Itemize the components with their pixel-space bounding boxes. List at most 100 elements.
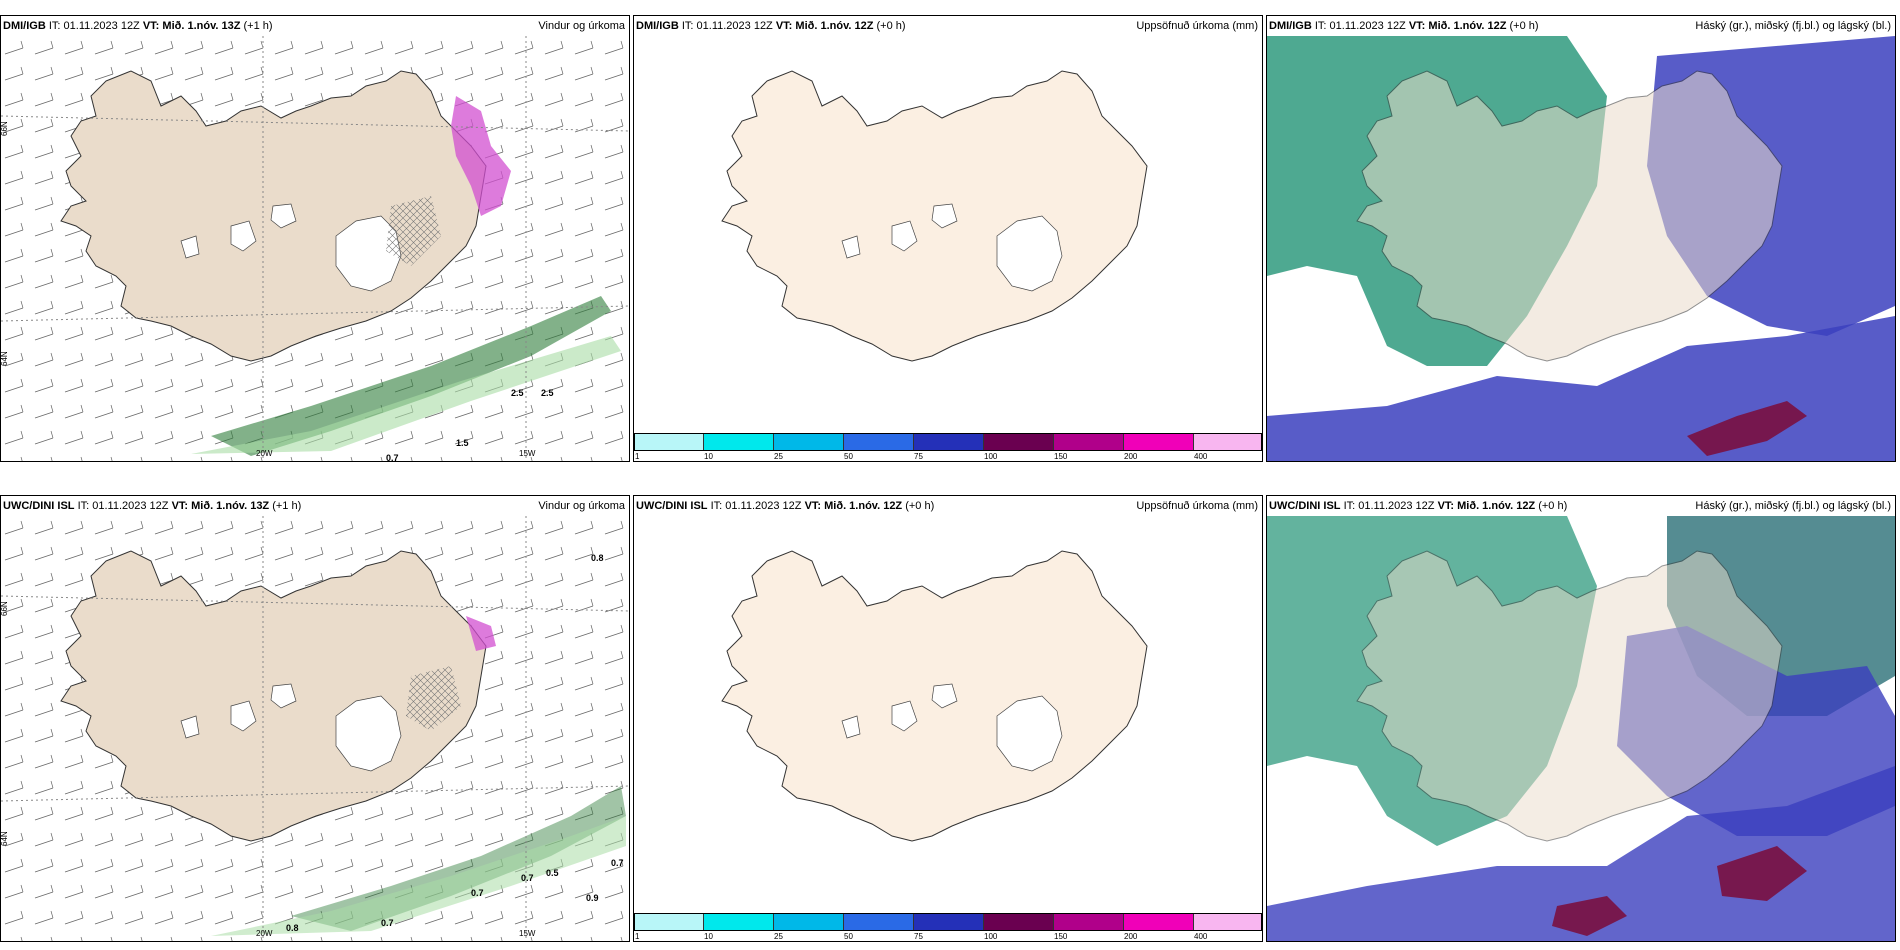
colorbar-swatch	[634, 433, 704, 451]
panel-title: Uppsöfnuð úrkoma (mm)	[1136, 20, 1258, 32]
colorbar-swatch	[774, 913, 844, 931]
colorbar-label: 150	[1054, 932, 1068, 941]
colorbar-swatch	[634, 913, 704, 931]
it-label: IT:	[1343, 500, 1356, 512]
panel-header: UWC/DINI ISL IT: 01.11.2023 12Z VT: Mið.…	[1267, 496, 1895, 516]
precip-pink-area	[451, 96, 511, 216]
colorbar-swatch	[844, 433, 914, 451]
lead-time: (+0 h)	[876, 20, 906, 32]
vt-value: Mið. 1.nóv. 12Z	[1457, 500, 1536, 512]
vt-label: VT:	[1437, 500, 1455, 512]
colorbar-swatch	[984, 433, 1054, 451]
it-value: 01.11.2023 12Z	[63, 20, 140, 32]
colorbar-swatch	[914, 913, 984, 931]
label-lon-20: 20W	[256, 929, 273, 938]
model-name: UWC/DINI ISL	[636, 500, 708, 512]
precip-value-label: 0.9	[586, 893, 599, 903]
it-label: IT:	[77, 500, 90, 512]
vt-label: VT:	[775, 20, 793, 32]
colorbar-swatch	[1054, 913, 1124, 931]
it-label: IT:	[48, 20, 61, 32]
model-name: DMI/IGB	[1269, 20, 1312, 32]
it-value: 01.11.2023 12Z	[696, 20, 773, 32]
vt-value: Mið. 1.nóv. 12Z	[1428, 20, 1507, 32]
colorbar-swatch	[914, 433, 984, 451]
colorbar-label: 400	[1194, 932, 1208, 941]
colorbar-label: 1	[635, 932, 640, 941]
panel-cloud-uwc: UWC/DINI ISL IT: 01.11.2023 12Z VT: Mið.…	[1266, 495, 1896, 942]
label-lon-15: 15W	[519, 449, 536, 458]
wind-precip-map: 66N 64N 20W 15W 0.8 0.7 0.8 0.7 0.7 0.5 …	[1, 516, 629, 941]
precip-green-band	[211, 296, 611, 456]
panel-title: Háský (gr.), miðský (fj.bl.) og lágský (…	[1695, 500, 1891, 512]
colorbar-label: 50	[844, 452, 853, 461]
precip-value-label: 1.5	[456, 438, 469, 448]
panel-title: Háský (gr.), miðský (fj.bl.) og lágský (…	[1695, 20, 1891, 32]
panel-header: DMI/IGB IT: 01.11.2023 12Z VT: Mið. 1.nó…	[1267, 16, 1895, 36]
model-name: UWC/DINI ISL	[3, 500, 75, 512]
label-lat-66: 66N	[1, 121, 9, 136]
colorbar-swatch	[1124, 433, 1194, 451]
low-cloud-area	[1717, 846, 1807, 901]
colorbar-swatch	[844, 913, 914, 931]
it-value: 01.11.2023 12Z	[1329, 20, 1406, 32]
cloud-cover-map	[1267, 516, 1895, 941]
precip-value-label: 2.5	[541, 388, 554, 398]
panel-wind-dmi: DMI/IGB IT: 01.11.2023 12Z VT: Mið. 1.nó…	[0, 15, 630, 462]
lead-time: (+0 h)	[1509, 20, 1539, 32]
panel-title: Vindur og úrkoma	[538, 20, 625, 32]
vt-value: Mið. 1.nóv. 12Z	[824, 500, 903, 512]
vt-label: VT:	[171, 500, 189, 512]
hatched-precip-area	[406, 666, 461, 731]
colorbar-label: 75	[914, 932, 923, 941]
label-lon-15: 15W	[519, 929, 536, 938]
colorbar-label: 1	[635, 452, 640, 461]
panel-cloud-dmi: DMI/IGB IT: 01.11.2023 12Z VT: Mið. 1.nó…	[1266, 15, 1896, 462]
it-value: 01.11.2023 12Z	[1358, 500, 1435, 512]
colorbar-frame	[634, 913, 1262, 931]
precip-value-label: 2.5	[511, 388, 524, 398]
colorbar-swatch	[704, 433, 774, 451]
colorbar-frame	[634, 433, 1262, 451]
precip-pink-area	[466, 616, 496, 651]
lead-time: (+1 h)	[243, 20, 273, 32]
precip-value-label: 0.7	[381, 918, 394, 928]
colorbar-label: 100	[984, 932, 998, 941]
panel-header: DMI/IGB IT: 01.11.2023 12Z VT: Mið. 1.nó…	[634, 16, 1262, 36]
it-value: 01.11.2023 12Z	[725, 500, 802, 512]
colorbar-label: 75	[914, 452, 923, 461]
vt-value: Mið. 1.nóv. 13Z	[191, 500, 270, 512]
panel-accum-dmi: DMI/IGB IT: 01.11.2023 12Z VT: Mið. 1.nó…	[633, 15, 1263, 462]
panel-header: DMI/IGB IT: 01.11.2023 12Z VT: Mið. 1.nó…	[1, 16, 629, 36]
colorbar-swatch	[774, 433, 844, 451]
colorbar-swatch	[704, 913, 774, 931]
wind-precip-map: 66N 64N 20W 15W 0.7 1.5 2.5 2.5	[1, 36, 629, 461]
colorbar-label: 25	[774, 452, 783, 461]
colorbar-swatch	[1054, 433, 1124, 451]
label-lat-66: 66N	[1, 601, 9, 616]
precip-value-label: 0.7	[471, 888, 484, 898]
colorbar-label: 10	[704, 452, 713, 461]
colorbar-label: 100	[984, 452, 998, 461]
accum-precip-map	[721, 550, 1148, 842]
it-label: IT:	[710, 500, 723, 512]
panel-header: UWC/DINI ISL IT: 01.11.2023 12Z VT: Mið.…	[634, 496, 1262, 516]
model-name: UWC/DINI ISL	[1269, 500, 1341, 512]
colorbar-swatch	[1124, 913, 1194, 931]
label-lat-64: 64N	[1, 351, 9, 366]
vt-label: VT:	[804, 500, 822, 512]
colorbar-label: 10	[704, 932, 713, 941]
hatched-precip-area	[386, 196, 441, 266]
precip-value-label: 0.7	[521, 873, 534, 883]
colorbar-label: 200	[1124, 452, 1138, 461]
it-label: IT:	[681, 20, 694, 32]
cloud-cover-map	[1267, 36, 1895, 461]
model-name: DMI/IGB	[636, 20, 679, 32]
it-value: 01.11.2023 12Z	[92, 500, 169, 512]
low-cloud-area	[1687, 401, 1807, 456]
precip-value-label: 0.7	[386, 453, 399, 461]
vt-value: Mið. 1.nóv. 13Z	[162, 20, 241, 32]
panel-accum-uwc: UWC/DINI ISL IT: 01.11.2023 12Z VT: Mið.…	[633, 495, 1263, 942]
colorbar-label: 400	[1194, 452, 1208, 461]
panel-title: Vindur og úrkoma	[538, 500, 625, 512]
